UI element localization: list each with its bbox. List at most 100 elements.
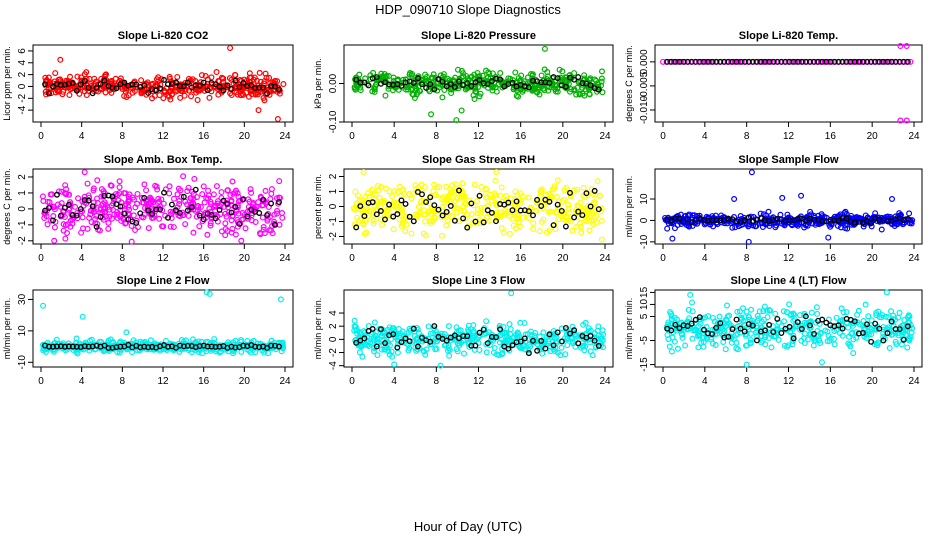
data-point [389,193,396,200]
data-point [406,338,413,345]
data-point [668,220,675,227]
data-point [260,223,267,230]
data-point [822,327,829,334]
data-point [69,220,76,227]
data-point [591,330,598,337]
data-point [62,182,69,189]
data-point [689,335,696,342]
data-point [571,327,578,334]
data-point [357,87,364,94]
data-point-outlier [745,238,752,245]
data-point-outlier [81,169,88,176]
data-point [204,87,211,94]
data-point [261,97,268,104]
panel-4: Slope Amb. Box Temp.0 4 8 12 16 20 24-2-1012de… [2,154,294,264]
data-point [598,205,605,212]
data-point [554,349,561,356]
y-tick-label: 10 [639,298,650,310]
x-tick-label: 24 [908,253,920,264]
data-point [525,347,532,354]
x-tick-label: 16 [198,131,210,142]
data-point [736,308,743,315]
points-hourly-subset [664,313,911,345]
data-point [228,76,235,83]
y-tick-label: 30 [17,293,28,305]
data-point [902,331,909,338]
data-point [538,203,545,209]
data-point [276,199,282,206]
data-point [42,81,49,88]
data-point [373,336,380,343]
data-point [260,226,267,233]
data-point [443,208,450,215]
data-point [272,221,278,228]
data-point [260,84,267,91]
data-point [386,188,393,195]
data-point [468,200,475,207]
data-point [204,231,211,238]
data-point [379,73,386,80]
data-point [248,217,255,224]
data-point [370,212,377,219]
data-point [697,320,704,327]
data-point [422,71,429,78]
data-point [89,90,96,97]
data-point [66,92,73,99]
data-point [582,319,589,326]
y-tick-label: -10 [17,355,28,370]
x-tick-label: 0 [660,253,666,264]
data-point [679,334,686,341]
data-point [758,318,765,325]
data-point [525,350,532,357]
data-point [575,208,582,215]
data-point [476,332,483,339]
data-point-outlier [493,169,500,176]
data-point [378,216,385,223]
data-point [156,215,163,222]
data-point [593,77,600,84]
data-point [440,73,447,80]
data-point [242,225,249,232]
data-point [145,90,152,96]
x-tick-label: 20 [867,131,879,142]
x-tick-label: 20 [557,131,569,142]
y-tick-label: -2 [17,93,28,102]
data-point [565,201,572,208]
data-point [671,225,678,232]
data-point [538,338,545,344]
data-point [480,326,487,333]
data-point [130,212,137,219]
data-point [598,217,605,224]
data-point [88,336,95,343]
data-point [172,79,179,86]
data-point [86,194,93,201]
data-point [69,80,76,87]
y-axis-label: ml/min per min. [624,176,634,238]
data-point [447,337,454,344]
y-axis-label: ml/min per min. [2,298,12,360]
data-point [373,343,380,350]
data-point [196,212,203,219]
x-tick-label: 20 [239,131,251,142]
data-point [444,217,451,224]
data-point [571,214,578,221]
data-point [184,79,191,86]
data-point [456,342,463,349]
data-point [504,337,511,344]
data-point [361,213,368,220]
points-all-samples [39,169,286,245]
data-point [410,218,417,225]
data-point [386,351,393,358]
data-point [574,202,581,209]
data-point [74,350,81,357]
data-point [598,75,605,82]
y-axis-label: degrees C per min. [2,168,12,245]
data-point [483,194,490,201]
data-point [804,222,811,229]
data-point [452,181,459,188]
data-point [575,74,582,81]
data-point [364,339,371,346]
data-point [742,342,749,349]
data-point [361,332,368,339]
data-point [692,316,699,323]
